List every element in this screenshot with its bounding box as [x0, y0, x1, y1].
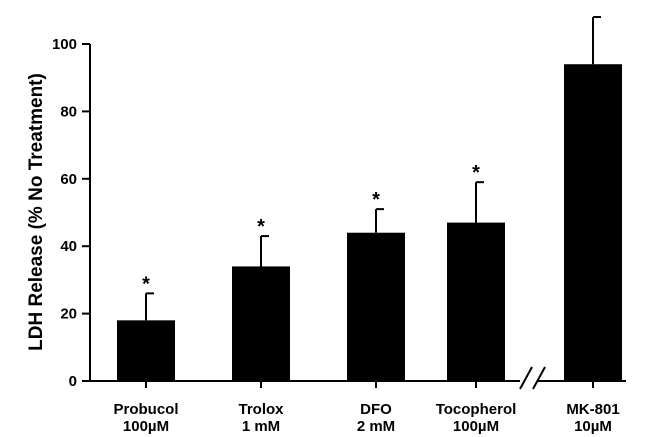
error-bars	[145, 16, 601, 321]
x-tick-label: 10µM	[574, 418, 612, 435]
x-tick-label: Trolox	[238, 401, 284, 418]
y-tick-label: 80	[60, 103, 77, 120]
bar	[347, 232, 405, 381]
y-tick-label: 60	[60, 171, 77, 188]
bars	[117, 64, 622, 381]
significance-star: *	[257, 216, 265, 238]
axis-break	[519, 366, 546, 390]
axis-break-slash	[519, 366, 533, 390]
bar	[447, 222, 505, 381]
y-ticks: 0 20 40 60 80 100	[52, 36, 90, 390]
bar	[117, 320, 175, 381]
x-tick-label: 1 mM	[242, 418, 280, 435]
x-tick-label: Tocopherol	[436, 401, 517, 418]
x-tick-label: Probucol	[113, 401, 178, 418]
bar	[564, 64, 622, 381]
significance-star: *	[372, 189, 380, 211]
x-tick-label: 100µM	[123, 418, 169, 435]
x-tick-label: 100µM	[453, 418, 499, 435]
significance-star: *	[472, 162, 480, 184]
y-axis-label: LDH Release (% No Treatment)	[26, 73, 47, 351]
axis-break-slash	[532, 366, 546, 390]
bar	[232, 266, 290, 381]
y-tick-label: 100	[52, 36, 77, 53]
x-tick-label: 2 mM	[357, 418, 395, 435]
x-tick-label: MK-801	[566, 401, 619, 418]
y-tick-label: 20	[60, 306, 77, 323]
x-tick-label: DFO	[360, 401, 392, 418]
significance-markers: * * * *	[142, 162, 480, 295]
significance-star: *	[142, 273, 150, 295]
y-tick-label: 40	[60, 238, 77, 255]
y-tick-label: 0	[69, 373, 77, 390]
